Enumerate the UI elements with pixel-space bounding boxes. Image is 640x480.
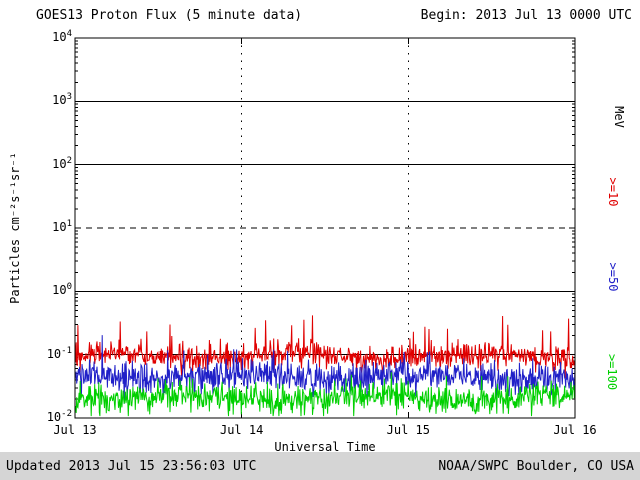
plot-frame [74,37,576,419]
right-axis-unit-label: MeV [612,106,626,128]
y-tick-label: 101 [52,219,72,234]
series-label-ge10: >=10 [606,177,620,207]
data-source: NOAA/SWPC Boulder, CO USA [438,458,634,474]
y-tick-label: 100 [52,282,72,298]
footer-bar: Updated 2013 Jul 15 23:56:03 UTC NOAA/SW… [0,452,640,480]
series-line-ge100 [74,372,576,417]
x-tick-label: Jul 14 [219,423,264,437]
series-line-ge10 [74,315,576,379]
y-tick-label: 10-1 [46,345,72,361]
y-tick-label: 103 [52,92,72,108]
y-axis-label: Particles cm⁻²s⁻¹sr⁻¹ [8,152,22,304]
begin-timestamp: Begin: 2013 Jul 13 0000 UTC [420,8,632,23]
y-tick-label: 104 [52,29,72,44]
y-tick-label: 102 [52,155,72,171]
chart-title: GOES13 Proton Flux (5 minute data) [36,8,303,23]
x-tick-label: Jul 13 [53,423,97,437]
series-label-ge100: >=100 [605,353,619,391]
x-tick-label: Jul 15 [386,423,430,437]
y-tick-label: 10-2 [46,409,72,424]
x-axis-label: Universal Time [274,440,376,454]
series-label-ge50: >=50 [606,262,620,292]
updated-timestamp: Updated 2013 Jul 15 23:56:03 UTC [6,458,257,474]
x-tick-label: Jul 16 [553,423,597,437]
